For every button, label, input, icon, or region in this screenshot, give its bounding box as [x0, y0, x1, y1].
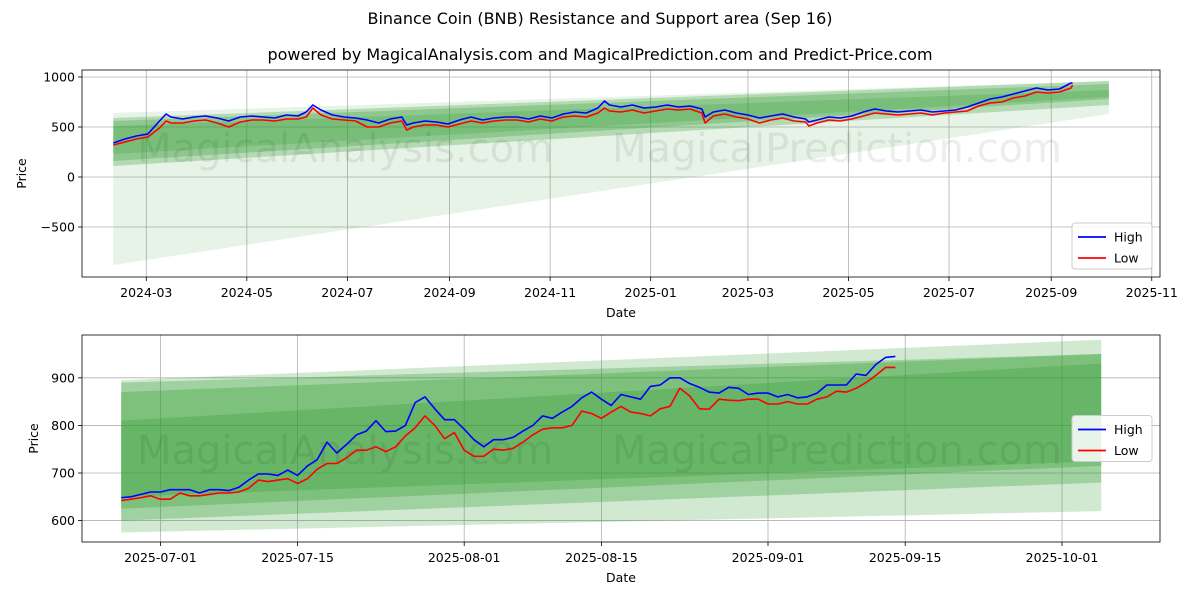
x-tick-label: 2025-01 [625, 285, 677, 300]
overview-axes-frame [81, 69, 1161, 278]
y-tick-label: 700 [51, 466, 75, 481]
x-tick-label: 2025-09-15 [869, 550, 942, 565]
chart-title: Binance Coin (BNB) Resistance and Suppor… [367, 9, 833, 28]
y-tick-label: 500 [51, 120, 75, 135]
overview-chart: MagicalAnalysis.com MagicalPrediction.com… [14, 70, 1178, 321]
detail-plot-area: MagicalAnalysis.com MagicalPrediction.com [121, 339, 1102, 533]
resistance-support-band [113, 90, 1109, 154]
series-line-high [121, 355, 896, 499]
series-line-high [113, 82, 1073, 144]
resistance-support-band [113, 81, 1109, 166]
legend-label-low: Low [1114, 251, 1139, 266]
y-tick-label: 600 [51, 513, 75, 528]
resistance-support-band [113, 81, 1109, 265]
y-tick-label: −500 [41, 220, 75, 235]
y-axis-label: Price [26, 423, 41, 454]
y-tick-label: 1000 [43, 70, 75, 85]
series-line-low [113, 84, 1074, 146]
x-tick-label: 2025-11 [1126, 285, 1178, 300]
resistance-support-band [121, 354, 1102, 521]
series-line-low [121, 366, 896, 502]
x-tick-label: 2025-07-01 [124, 550, 197, 565]
x-tick-label: 2024-03 [120, 285, 172, 300]
resistance-support-band [113, 84, 1109, 161]
x-tick-label: 2025-07-15 [261, 550, 334, 565]
legend: High Low [1071, 222, 1153, 270]
x-tick-label: 2025-07 [923, 285, 975, 300]
x-tick-label: 2024-07 [321, 285, 373, 300]
x-tick-label: 2025-09-01 [732, 550, 805, 565]
x-axis-label: Date [606, 570, 636, 585]
y-tick-label: 900 [51, 370, 75, 385]
detail-axes-frame [81, 334, 1161, 543]
x-tick-label: 2025-08-15 [565, 550, 638, 565]
watermark-left: MagicalAnalysis.com [137, 428, 553, 474]
x-tick-label: 2025-05 [822, 285, 874, 300]
resistance-support-band [121, 354, 1102, 509]
x-axis-label: Date [606, 305, 636, 320]
detail-chart: MagicalAnalysis.com MagicalPrediction.com… [26, 334, 1161, 585]
legend-label-low: Low [1114, 443, 1139, 458]
y-tick-label: 800 [51, 418, 75, 433]
resistance-support-band [121, 363, 1102, 497]
y-tick-label: 0 [67, 170, 75, 185]
legend-label-high: High [1114, 422, 1143, 437]
x-tick-label: 2025-09 [1025, 285, 1077, 300]
x-tick-label: 2024-11 [524, 285, 576, 300]
x-tick-label: 2024-05 [221, 285, 273, 300]
legend-label-high: High [1114, 230, 1143, 245]
x-tick-label: 2025-10-01 [1026, 550, 1099, 565]
watermark-left: MagicalAnalysis.com [137, 126, 553, 172]
y-axis-label: Price [14, 158, 29, 189]
watermark-right: MagicalPrediction.com [612, 126, 1062, 172]
x-tick-label: 2024-09 [423, 285, 475, 300]
legend: High Low [1071, 415, 1153, 462]
x-tick-label: 2025-03 [722, 285, 774, 300]
x-tick-label: 2025-08-01 [428, 550, 501, 565]
chart-subtitle: powered by MagicalAnalysis.com and Magic… [267, 45, 933, 64]
watermark-right: MagicalPrediction.com [612, 428, 1062, 474]
overview-plot-area: MagicalAnalysis.com MagicalPrediction.com [113, 81, 1109, 265]
